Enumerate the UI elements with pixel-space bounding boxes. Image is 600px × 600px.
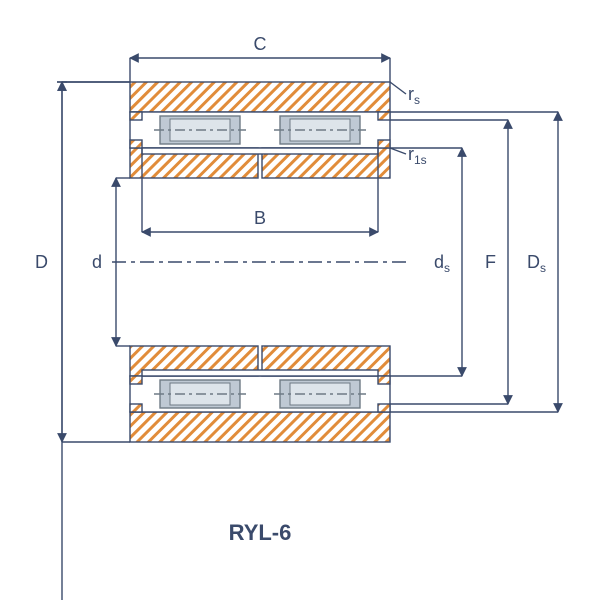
svg-text:d: d — [92, 252, 102, 272]
svg-text:B: B — [254, 208, 266, 228]
svg-text:C: C — [254, 34, 267, 54]
bearing-diagram: DdCBrsr1sdsFDsRYL-6 — [0, 0, 600, 600]
svg-text:D: D — [35, 252, 48, 272]
dim-F: F — [485, 252, 496, 272]
diagram-title: RYL-6 — [229, 520, 292, 545]
label-rs: rs — [408, 84, 420, 107]
dim-Ds: Ds — [527, 252, 546, 275]
dim-ds: ds — [434, 252, 450, 275]
